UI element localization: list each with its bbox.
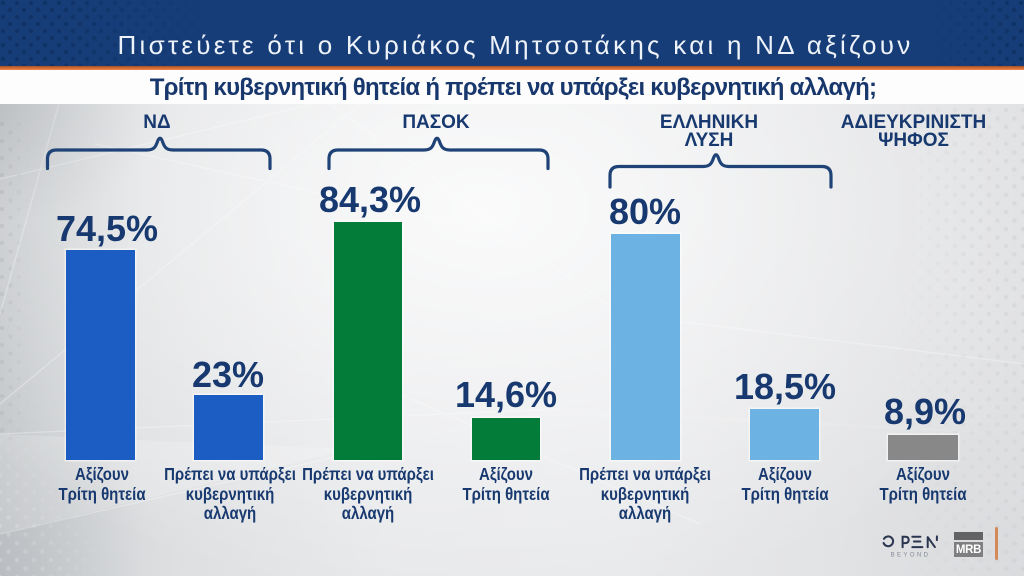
svg-text:BEYOND: BEYOND <box>891 552 931 558</box>
